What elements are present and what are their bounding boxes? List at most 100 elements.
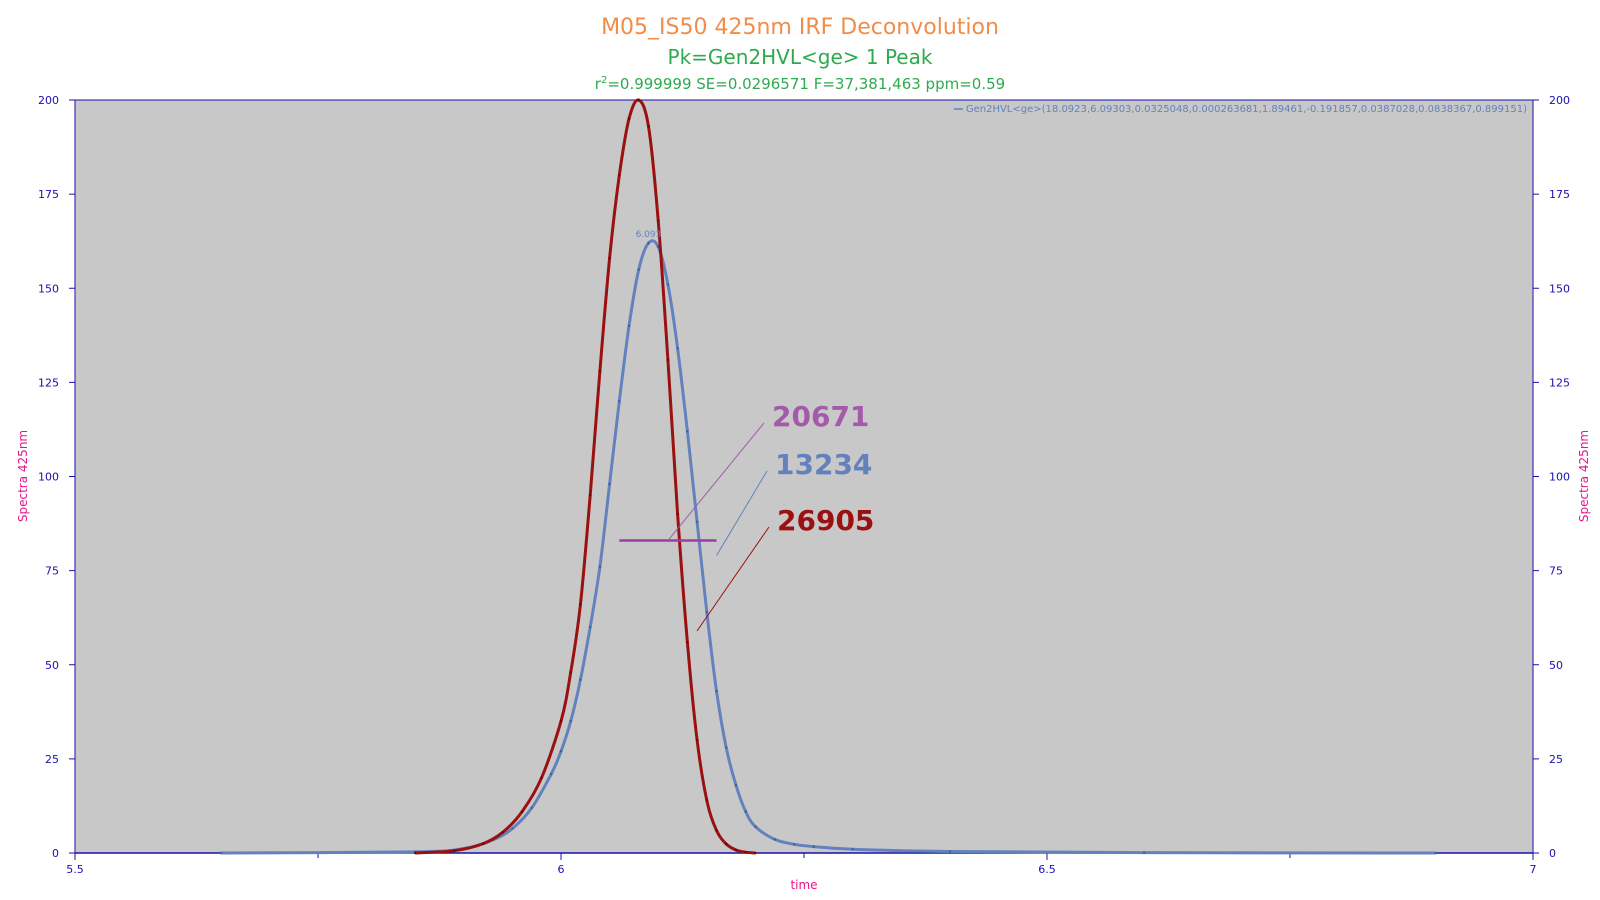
- irf-point: [520, 810, 524, 813]
- irf-line: [415, 98, 756, 855]
- irf-point: [559, 720, 563, 723]
- irf-point: [666, 358, 670, 361]
- fitted-peak-point: [812, 845, 815, 848]
- chart-title: M05_IS50 425nm IRF Deconvolution: [601, 15, 999, 40]
- fitted-peak-point: [666, 283, 670, 286]
- x-tick-label: 6.5: [1038, 863, 1056, 876]
- callout-leader: [696, 526, 770, 632]
- fitted-peak-point: [588, 625, 592, 629]
- fitted-peak-point: [715, 689, 718, 693]
- irf-point: [695, 738, 699, 742]
- irf-point: [579, 603, 582, 606]
- y-tick-label-left: 75: [45, 565, 59, 578]
- y-axis-title-right: Spectra 425nm: [1577, 430, 1591, 522]
- y-tick-label-right: 125: [1549, 376, 1570, 389]
- irf-point: [618, 174, 621, 177]
- fitted-peak-point: [219, 851, 222, 855]
- plot-area: [74, 99, 1534, 854]
- fitted-peak-point: [627, 324, 631, 328]
- fitted-peak-point: [511, 827, 514, 830]
- callout-leader: [716, 470, 768, 556]
- callout-label: 13234: [775, 448, 872, 481]
- y-tick-label-left: 25: [45, 753, 59, 766]
- x-tick-label: 7: [1530, 863, 1537, 876]
- irf-point: [569, 671, 572, 674]
- fitted-peak-point: [773, 838, 777, 841]
- r2-superscript: 2: [601, 75, 607, 86]
- irf-point: [501, 831, 504, 834]
- fitted-peak-point: [686, 430, 689, 433]
- irf-point: [734, 848, 738, 852]
- fit-statistics: r2=0.999999 SE=0.0296571 F=37,381,463 pp…: [595, 75, 1005, 93]
- fitted-peak-point: [579, 678, 582, 682]
- irf-point: [686, 640, 689, 644]
- irf-point: [608, 256, 611, 260]
- y-tick-label-right: 175: [1549, 188, 1570, 201]
- fitted-peak-point: [637, 268, 640, 271]
- peak-label: 6.093: [636, 230, 662, 240]
- fitted-peak-point: [550, 772, 553, 776]
- y-tick-label-right: 50: [1549, 659, 1563, 672]
- irf-point: [744, 851, 747, 854]
- callout-leader: [667, 422, 765, 541]
- fitted-peak-line: [220, 239, 1436, 855]
- legend-entry: Gen2HVL<ge>(18.0923,6.09303,0.0325048,0.…: [966, 104, 1527, 115]
- fitted-peak-point: [1434, 851, 1438, 855]
- callout-label: 20671: [772, 400, 869, 433]
- irf-point: [598, 369, 602, 373]
- fitted-peak-point: [725, 746, 728, 749]
- fitted-peak-point: [608, 482, 611, 486]
- fitted-peak-point: [1143, 851, 1146, 854]
- fit-statistics-values: =0.999999 SE=0.0296571 F=37,381,463 ppm=…: [607, 75, 1005, 93]
- y-tick-label-left: 125: [38, 376, 59, 389]
- fitted-peak-point: [530, 806, 534, 810]
- irf-point: [627, 117, 631, 121]
- y-tick-label-right: 150: [1549, 282, 1570, 295]
- y-tick-label-left: 200: [38, 94, 59, 107]
- fitted-peak-point: [647, 241, 650, 245]
- irf-point: [482, 842, 485, 845]
- callout-label: 26905: [777, 504, 874, 537]
- y-tick-label-right: 200: [1549, 94, 1570, 107]
- irf-point: [452, 849, 456, 852]
- series-layer: [219, 98, 1438, 855]
- fitted-peak-point: [754, 825, 757, 828]
- fitted-peak-point: [793, 843, 796, 846]
- r2-prefix: r: [595, 75, 602, 93]
- y-tick-label-right: 100: [1549, 471, 1570, 484]
- irf-point: [414, 851, 417, 855]
- y-tick-label-left: 100: [38, 471, 59, 484]
- y-tick-label-left: 150: [38, 282, 59, 295]
- fitted-peak-point: [695, 520, 699, 523]
- fitted-peak-point: [948, 850, 951, 853]
- axes: 0 0 25 25 50 50 75 75 100 100 125 125 150 150 175 175 20…: [38, 94, 1570, 876]
- y-tick-label-right: 75: [1549, 565, 1563, 578]
- x-axis-title: time: [790, 878, 817, 892]
- fitted-peak-point: [598, 565, 602, 569]
- irf-point: [647, 125, 650, 128]
- y-tick-label-right: 0: [1549, 847, 1556, 860]
- fitted-peak-point: [734, 784, 738, 787]
- fitted-peak-point: [618, 400, 621, 403]
- y-tick-label-left: 175: [38, 188, 59, 201]
- fitted-peak-point: [676, 347, 679, 350]
- y-tick-label-left: 50: [45, 659, 59, 672]
- irf-point: [725, 842, 728, 846]
- y-axis-title-left: Spectra 425nm: [16, 430, 30, 522]
- chart-subtitle: Pk=Gen2HVL<ge> 1 Peak: [668, 45, 933, 69]
- irf-point: [676, 512, 679, 516]
- irf-point: [637, 98, 640, 102]
- x-tick-label: 5.5: [66, 863, 84, 876]
- x-tick-label: 6: [558, 863, 565, 876]
- irf-point: [657, 219, 660, 222]
- fitted-peak-point: [559, 750, 563, 753]
- fitted-peak-point: [744, 810, 747, 813]
- irf-point: [754, 851, 757, 855]
- irf-point: [540, 776, 543, 779]
- irf-point: [715, 829, 718, 832]
- fitted-peak-point: [569, 720, 572, 723]
- fitted-peak-point: [705, 610, 708, 614]
- irf-point: [705, 799, 708, 802]
- y-tick-label-left: 0: [52, 847, 59, 860]
